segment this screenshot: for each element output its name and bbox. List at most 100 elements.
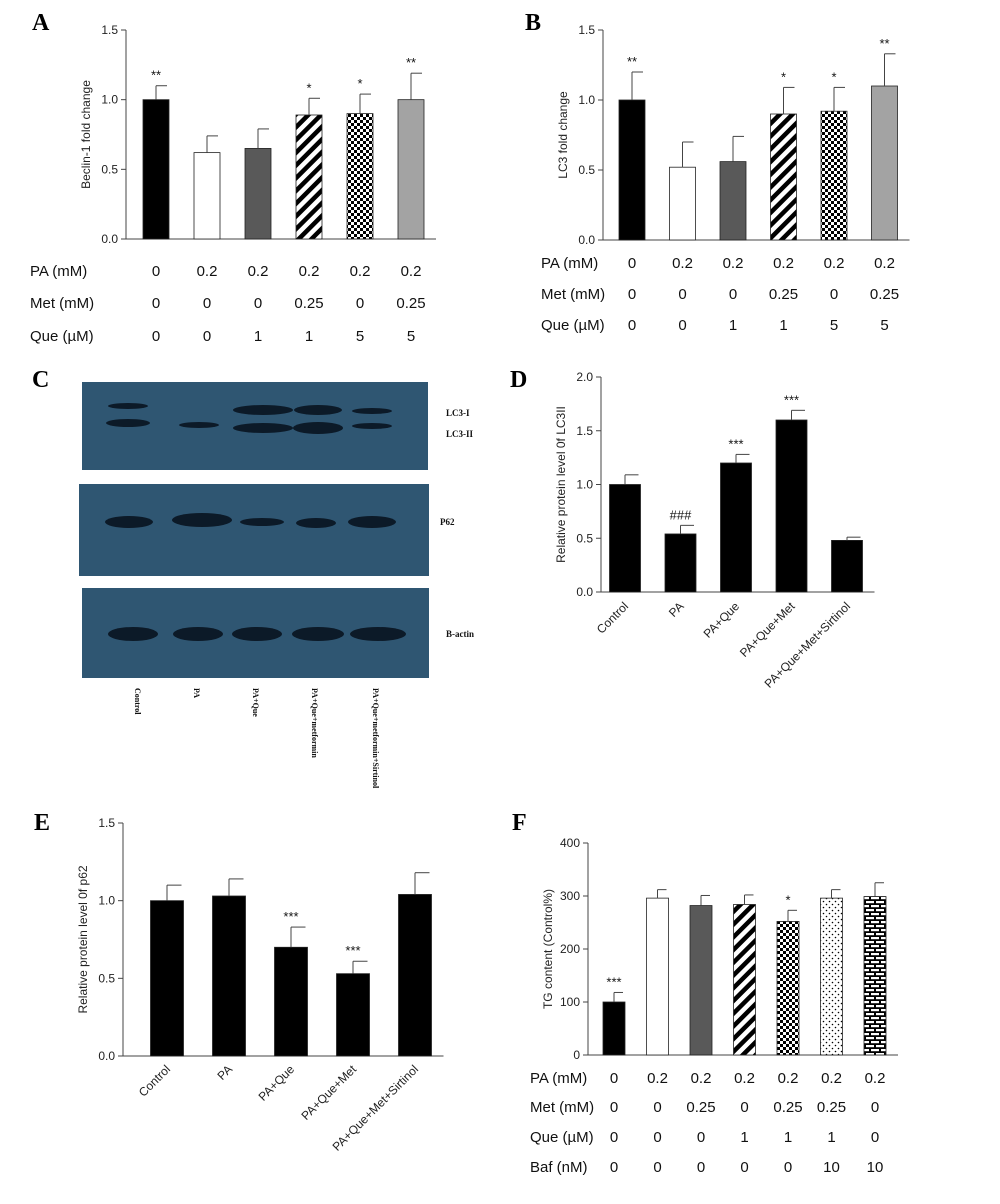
bar	[820, 897, 843, 1056]
bar	[646, 897, 669, 1056]
condition-value: 0.25	[769, 286, 798, 303]
y-axis-label: Relative protein level 0f p62	[76, 865, 90, 1013]
band-lc3i-lane1	[108, 403, 148, 409]
condition-row-label: PA (mM)	[30, 263, 87, 280]
condition-value: 0.2	[401, 263, 422, 280]
condition-value: 0.25	[686, 1099, 715, 1116]
band-lc3i-lane5	[352, 408, 392, 414]
condition-value: 0.2	[197, 263, 218, 280]
condition-value: 0.2	[647, 1070, 668, 1087]
x-category-label: PA+Que	[256, 1062, 298, 1104]
condition-value: 0	[356, 295, 364, 312]
y-tick-label: 1.5	[576, 424, 593, 438]
lane-label-4: PA+Que+metformin	[310, 688, 319, 758]
condition-row-label: Que (µM)	[530, 1129, 594, 1146]
significance-label: ***	[345, 943, 360, 958]
band-actin-lane5	[350, 627, 406, 641]
band-actin-lane1	[108, 627, 158, 641]
panel-letter-d: D	[510, 367, 527, 393]
condition-value: 0	[254, 295, 262, 312]
y-tick-label: 2.0	[576, 370, 593, 384]
y-tick-label: 0.0	[101, 232, 118, 246]
significance-label: ***	[606, 974, 621, 989]
band-p62-lane1	[105, 516, 153, 528]
y-axis-label: LC3 fold change	[556, 91, 570, 179]
bar	[618, 99, 646, 241]
condition-value: 0	[784, 1159, 792, 1176]
bar	[719, 161, 747, 241]
bar	[609, 484, 641, 593]
bar	[295, 114, 323, 240]
band-lc3ii-lane4	[293, 422, 343, 434]
band-label-lc3ii: LC3-II	[446, 429, 474, 439]
condition-value: 0	[610, 1159, 618, 1176]
band-p62-lane3	[240, 518, 284, 526]
significance-label: ***	[784, 392, 799, 407]
band-lc3ii-lane5	[352, 423, 392, 429]
condition-value: 0	[610, 1129, 618, 1146]
condition-row-label: Met (mM)	[530, 1099, 594, 1116]
lane-label-1: Control	[133, 688, 142, 715]
bar	[733, 904, 756, 1056]
bar	[602, 1001, 626, 1056]
condition-value: 0	[697, 1129, 705, 1146]
condition-value: 5	[830, 317, 838, 334]
condition-row-label: Met (mM)	[541, 286, 605, 303]
y-tick-label: 1.5	[98, 816, 115, 830]
bar	[336, 973, 370, 1057]
band-actin-lane4	[292, 627, 344, 641]
band-lc3ii-lane3	[233, 423, 293, 433]
y-tick-label: 1.0	[101, 93, 118, 107]
y-tick-label: 0.0	[98, 1049, 115, 1063]
condition-value: 5	[880, 317, 888, 334]
condition-value: 0.25	[817, 1099, 846, 1116]
x-category-label: PA+Que	[701, 599, 743, 641]
x-category-label: Control	[594, 599, 631, 636]
bar	[689, 905, 713, 1056]
condition-value: 0	[203, 295, 211, 312]
y-axis-label: Relative protein level 0f LC3II	[554, 406, 568, 563]
bar	[720, 462, 752, 593]
condition-row-label: Baf (nM)	[530, 1159, 588, 1176]
condition-value: 0	[740, 1159, 748, 1176]
condition-value: 0	[653, 1159, 661, 1176]
condition-value: 0	[152, 263, 160, 280]
panel-letter-a: A	[32, 10, 50, 36]
bar	[776, 921, 800, 1056]
band-actin-lane2	[173, 627, 223, 641]
panel-letter-c: C	[32, 367, 49, 393]
condition-value: 0.2	[734, 1070, 755, 1087]
x-category-label: PA	[666, 599, 687, 620]
band-p62-lane4	[296, 518, 336, 528]
significance-label: ###	[670, 507, 692, 522]
lane-label-5: PA+Que+metformin+Sirtinol	[371, 688, 380, 789]
condition-value: 0	[740, 1099, 748, 1116]
y-tick-label: 0.5	[576, 531, 593, 545]
significance-label: *	[781, 69, 786, 84]
condition-value: 0	[678, 317, 686, 334]
bar	[820, 110, 848, 241]
condition-value: 0	[653, 1129, 661, 1146]
condition-value: 1	[305, 328, 313, 345]
lane-label-2: PA	[192, 688, 201, 698]
significance-label: ***	[728, 436, 743, 451]
y-tick-label: 1.0	[576, 478, 593, 492]
significance-label: *	[831, 69, 836, 84]
condition-value: 0.2	[824, 255, 845, 272]
bar	[775, 419, 808, 593]
bar	[398, 894, 432, 1057]
band-lc3i-lane4	[294, 405, 342, 415]
bar	[212, 895, 246, 1057]
y-tick-label: 1.0	[578, 93, 595, 107]
y-axis-label: TG content (Control%)	[541, 889, 555, 1009]
condition-value: 0	[697, 1159, 705, 1176]
condition-row-label: Que (µM)	[30, 328, 94, 345]
significance-label: **	[627, 54, 637, 69]
chart-lc3ii-protein: 0.0 0.5 1.0 1.5 2.0 Relative protein level 0f…	[554, 370, 875, 691]
condition-value: 0	[152, 295, 160, 312]
condition-value: 0.2	[821, 1070, 842, 1087]
bar	[863, 896, 887, 1056]
condition-value: 1	[827, 1129, 835, 1146]
y-tick-label: 0.5	[578, 163, 595, 177]
